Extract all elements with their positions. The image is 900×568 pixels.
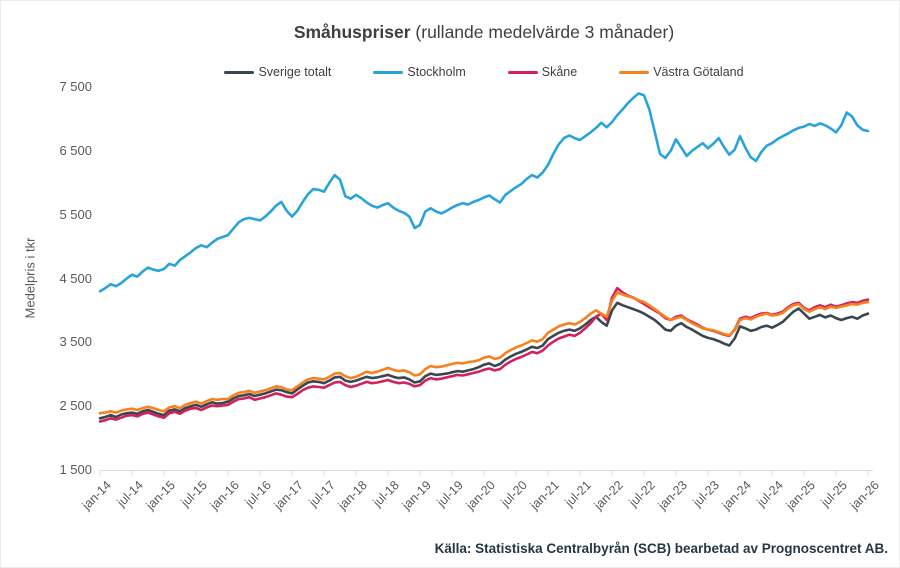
chart-title-subtitle: (rullande medelvärde 3 månader) — [410, 22, 675, 42]
y-tick-label: 2 500 — [59, 398, 92, 414]
source-note: Källa: Statistiska Centralbyrån (SCB) be… — [434, 541, 888, 556]
series-line-stockholm — [98, 92, 870, 293]
y-tick-label: 7 500 — [59, 79, 92, 94]
y-tick-label: 1 500 — [59, 462, 92, 477]
y-tick-label: 4 500 — [59, 270, 92, 286]
legend-swatch-icon — [619, 70, 650, 74]
series-line-sk-ne — [98, 286, 870, 423]
legend-item: Stockholm — [373, 65, 466, 79]
legend-item: Sverige totalt — [224, 65, 331, 79]
series-line-sverige-totalt — [98, 301, 870, 420]
legend-item: Västra Götaland — [619, 65, 744, 79]
legend-label: Västra Götaland — [653, 65, 744, 79]
legend-swatch-icon — [507, 70, 538, 74]
y-tick-label: 3 500 — [59, 334, 92, 350]
y-tick-label: 5 500 — [59, 206, 92, 222]
legend-label: Skåne — [541, 65, 578, 79]
series-line-v-stra-g-taland — [98, 291, 870, 415]
legend-swatch-icon — [373, 70, 404, 74]
chart-title: Småhuspriser (rullande medelvärde 3 måna… — [100, 22, 868, 43]
chart-title-bold: Småhuspriser — [293, 22, 411, 42]
legend-swatch-icon — [224, 70, 255, 74]
chart-legend: Sverige totalt Stockholm Skåne Västra Götal… — [100, 65, 868, 79]
legend-label: Stockholm — [407, 65, 466, 79]
legend-label: Sverige totalt — [258, 65, 332, 79]
legend-item: Skåne — [507, 65, 578, 79]
y-tick-label: 6 500 — [59, 142, 92, 158]
